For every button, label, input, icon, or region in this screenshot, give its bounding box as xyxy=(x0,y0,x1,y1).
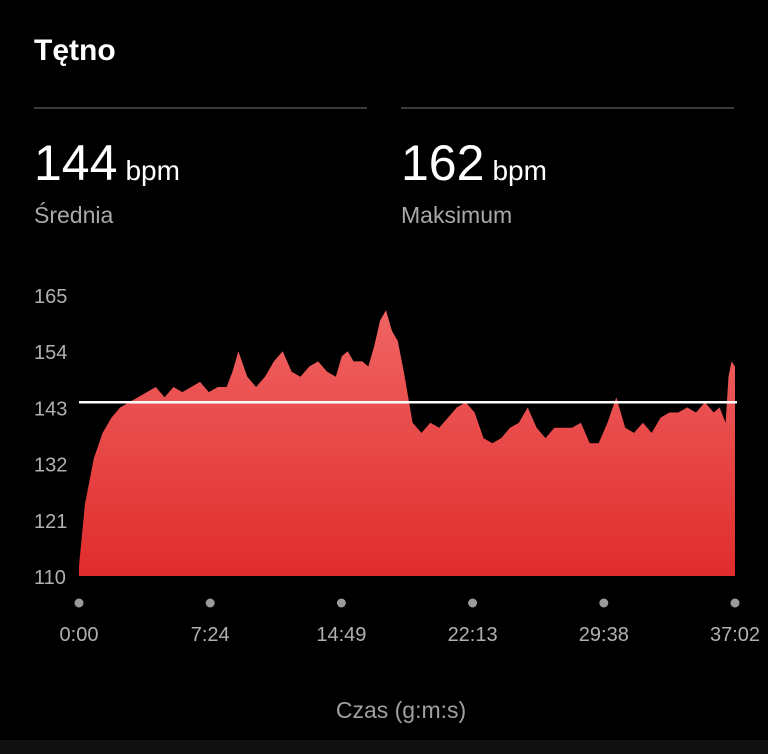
stat-maximum: 162 bpm Maksimum xyxy=(401,138,547,229)
average-value: 144 xyxy=(34,135,118,191)
y-tick-label-0: 110 xyxy=(34,567,66,589)
x-tick-dot-4 xyxy=(599,598,609,608)
y-tick-label-5: 165 xyxy=(34,286,67,308)
footer-band xyxy=(0,740,768,754)
y-tick-label-4: 154 xyxy=(34,342,67,364)
maximum-label: Maksimum xyxy=(401,202,513,228)
maximum-value: 162 xyxy=(401,135,485,191)
y-tick-label-1: 121 xyxy=(34,511,67,533)
page-title: Tętno xyxy=(34,34,116,67)
x-axis-label: Czas (g:m:s) xyxy=(336,697,466,723)
x-tick-label-3: 22:13 xyxy=(448,624,498,646)
x-tick-dot-3 xyxy=(468,598,478,608)
x-tick-label-5: 37:02 xyxy=(710,624,760,646)
x-tick-label-0: 0:00 xyxy=(60,624,99,646)
x-tick-label-2: 14:49 xyxy=(316,624,366,646)
divider-left xyxy=(34,107,367,109)
y-tick-label-2: 132 xyxy=(34,455,67,477)
x-tick-dot-2 xyxy=(336,598,346,608)
y-tick-label-3: 143 xyxy=(34,398,67,420)
stat-average: 144 bpm Średnia xyxy=(34,138,180,229)
x-tick-label-4: 29:38 xyxy=(579,624,629,646)
average-label: Średnia xyxy=(34,202,114,228)
x-tick-dot-5 xyxy=(730,598,740,608)
divider-right xyxy=(401,107,734,109)
x-tick-label-1: 7:24 xyxy=(191,624,230,646)
x-tick-dot-0 xyxy=(74,598,84,608)
maximum-unit: bpm xyxy=(492,155,547,186)
average-unit: bpm xyxy=(125,155,180,186)
heart-rate-area xyxy=(79,310,735,576)
x-tick-dot-1 xyxy=(205,598,215,608)
